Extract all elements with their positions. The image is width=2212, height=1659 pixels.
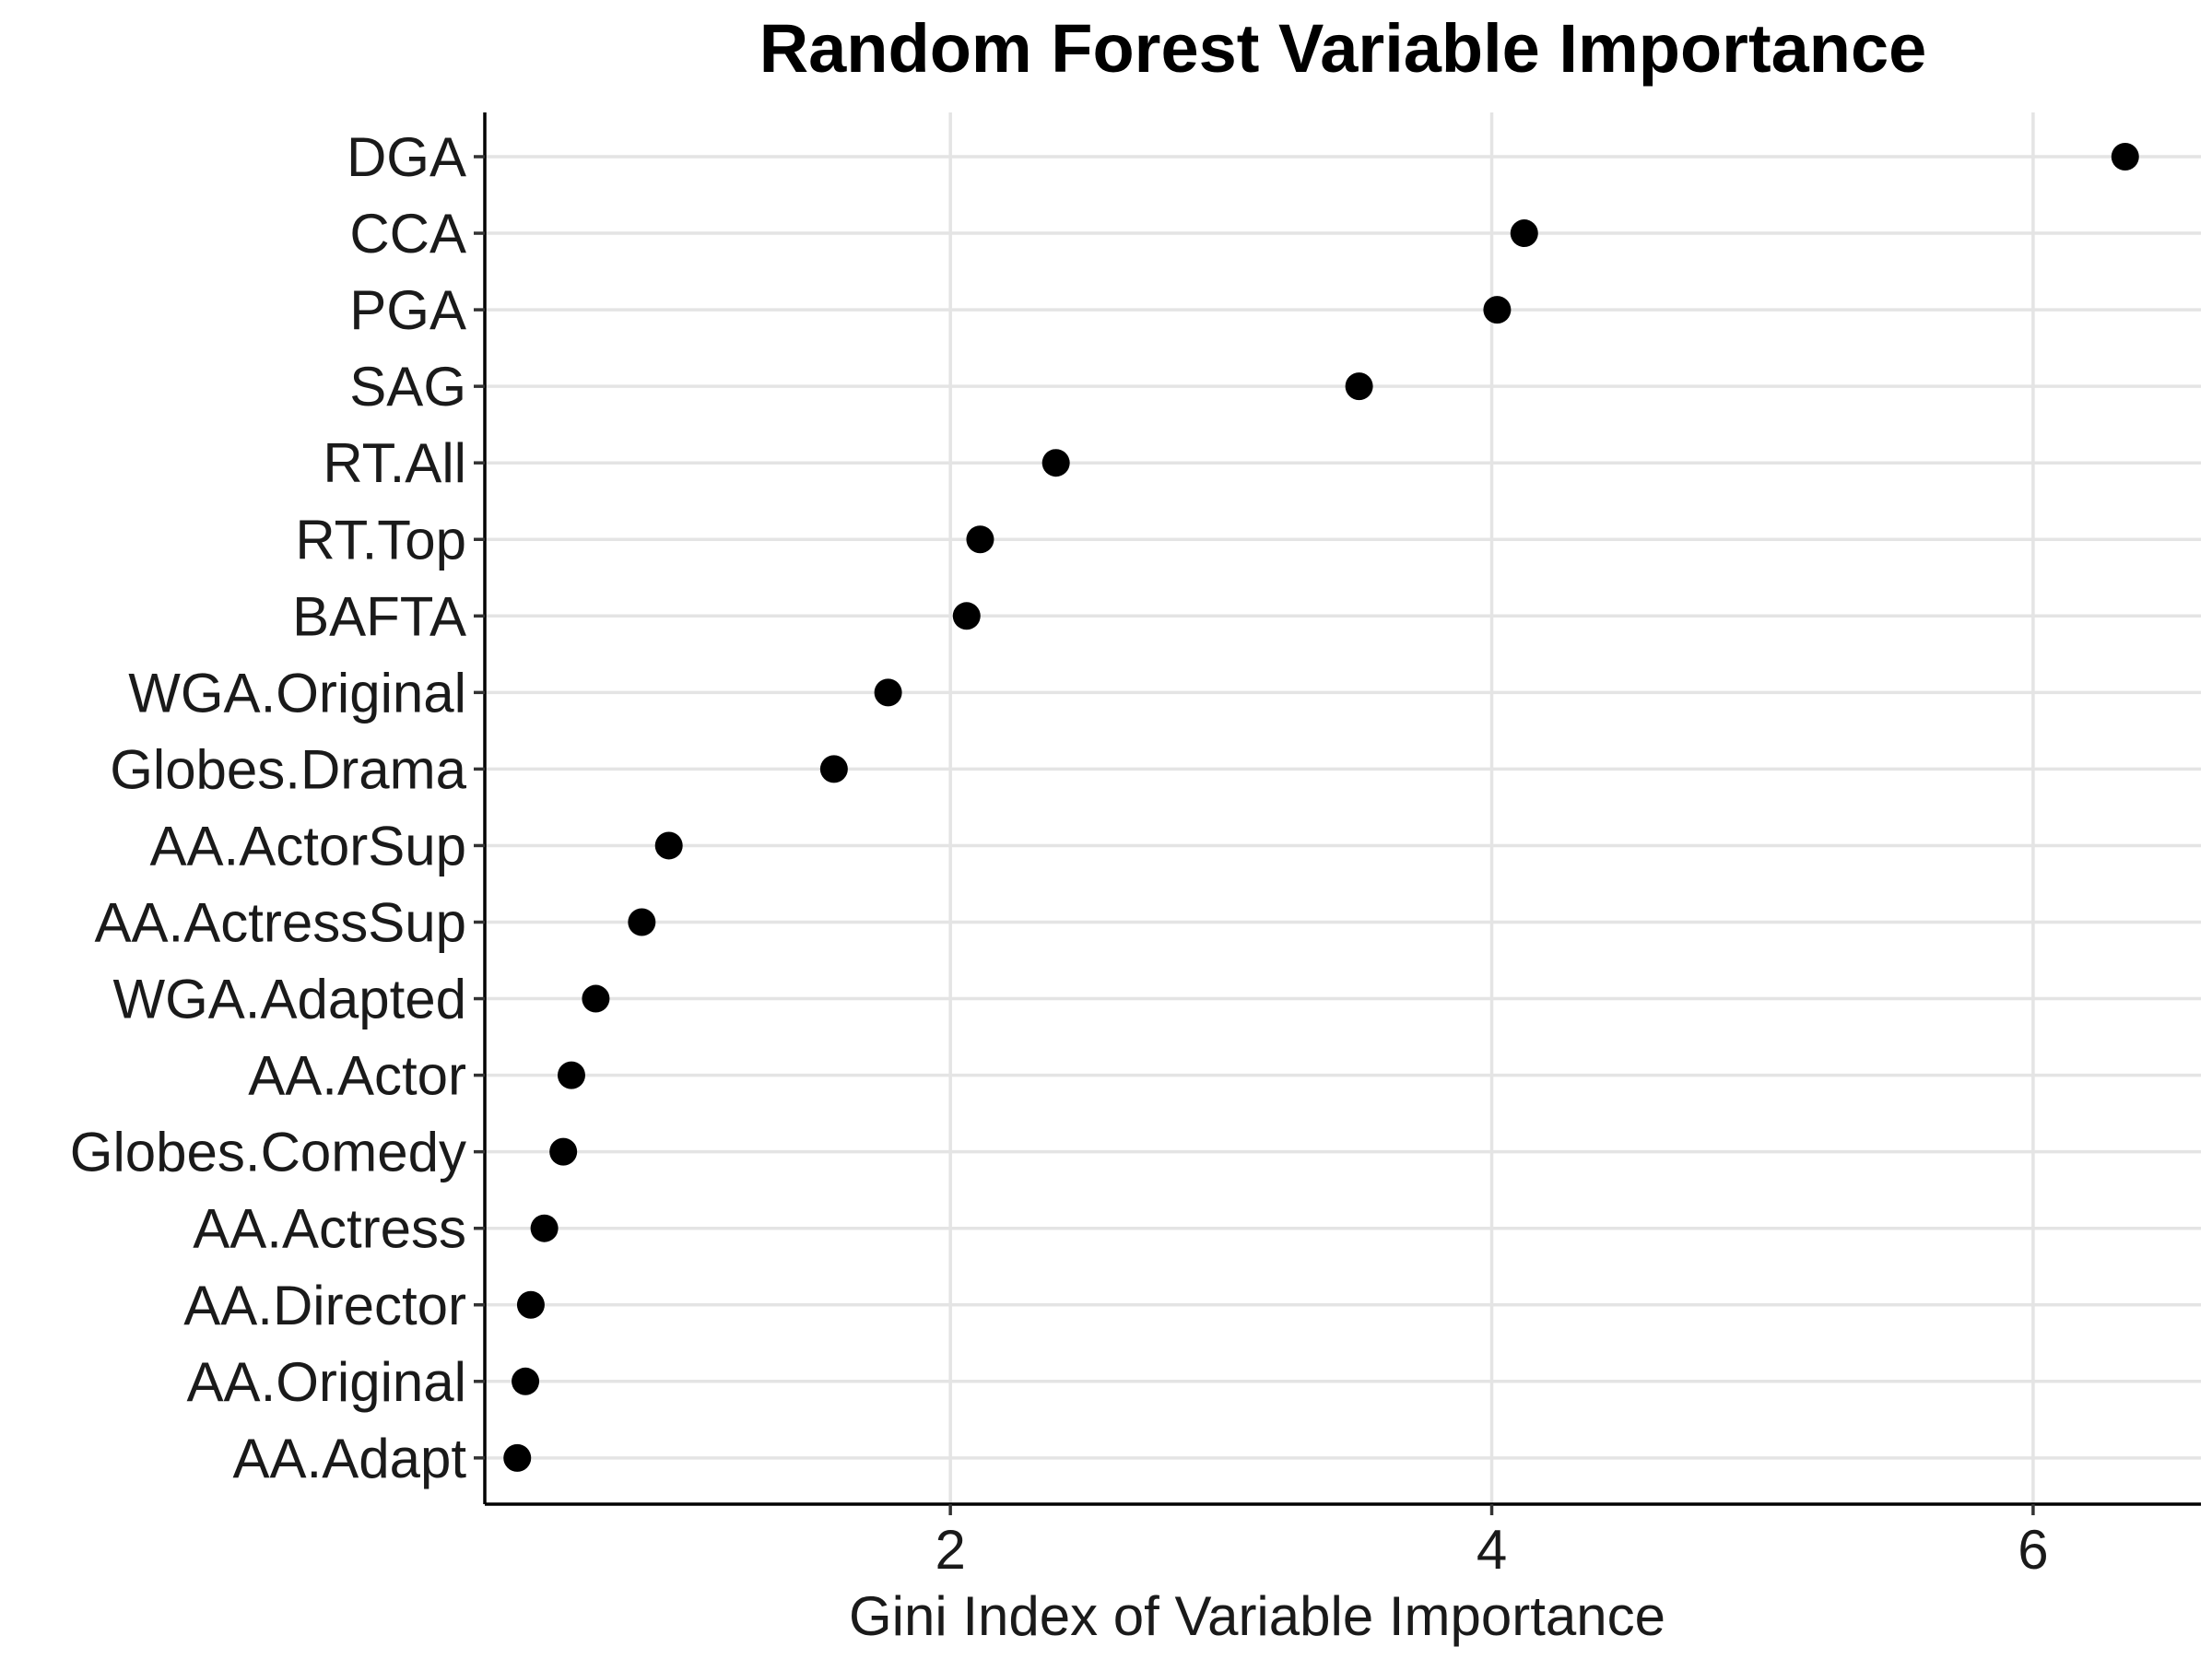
data-point xyxy=(819,755,848,783)
x-tick-label: 6 xyxy=(2018,1519,2048,1581)
x-tick-label: 4 xyxy=(1477,1519,1507,1581)
y-tick-label: AA.Director xyxy=(183,1275,466,1336)
y-tick-label: AA.ActressSup xyxy=(94,892,466,954)
x-tick-label: 2 xyxy=(935,1519,965,1581)
data-point xyxy=(952,602,981,630)
y-tick-label: AA.Actor xyxy=(248,1045,466,1107)
data-point xyxy=(549,1137,578,1166)
y-tick-label: PGA xyxy=(349,279,466,341)
data-point xyxy=(557,1061,585,1089)
chart-title: Random Forest Variable Importance xyxy=(759,10,1927,87)
y-tick-label: AA.ActorSup xyxy=(149,815,466,877)
y-tick-label: AA.Actress xyxy=(193,1198,466,1260)
y-tick-labels: DGA CCA PGA SAG RT.All RT.Top BAFTA WGA.Origina… xyxy=(70,126,467,1489)
data-point xyxy=(503,1443,532,1472)
y-tick-label: WGA.Adapted xyxy=(112,969,466,1030)
grid-layer xyxy=(485,112,2201,1504)
data-point xyxy=(1510,219,1538,248)
data-point xyxy=(1483,296,1512,324)
data-point xyxy=(1041,449,1070,477)
y-tick-label: Globes.Comedy xyxy=(70,1122,466,1183)
data-point xyxy=(966,525,994,554)
y-tick-label: RT.All xyxy=(323,432,466,494)
data-point xyxy=(654,831,683,860)
data-point xyxy=(512,1367,540,1395)
points-layer xyxy=(503,143,2139,1472)
y-tick-label: CCA xyxy=(349,203,466,265)
data-point xyxy=(530,1214,559,1242)
y-tick-label: AA.Original xyxy=(187,1351,466,1413)
y-tick-label: DGA xyxy=(347,126,466,188)
y-tick-label: SAG xyxy=(349,356,466,418)
y-tick-label: Globes.Drama xyxy=(110,738,466,800)
data-point xyxy=(1345,372,1373,401)
axis-layer xyxy=(474,112,2201,1515)
data-point xyxy=(628,908,656,936)
data-point xyxy=(2111,143,2139,171)
x-axis-title: Gini Index of Variable Importance xyxy=(849,1585,1665,1647)
y-tick-label: RT.Top xyxy=(295,509,466,571)
data-point xyxy=(582,984,610,1013)
data-point xyxy=(516,1290,545,1319)
data-point xyxy=(874,678,902,707)
y-tick-label: WGA.Original xyxy=(128,662,466,724)
x-tick-labels: 2 4 6 xyxy=(935,1519,2048,1581)
y-tick-label: AA.Adapt xyxy=(232,1428,466,1489)
y-tick-label: BAFTA xyxy=(292,585,466,647)
